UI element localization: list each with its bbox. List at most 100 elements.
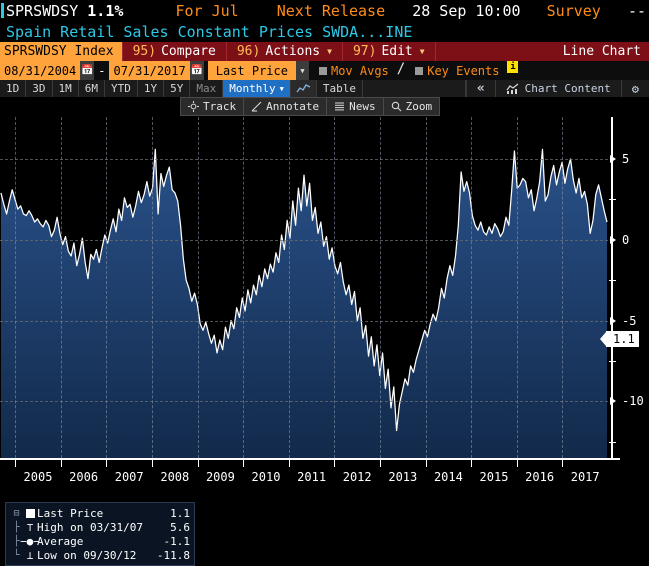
- annotate-button-label: Annotate: [266, 100, 320, 113]
- edit-button-number: 97): [352, 44, 377, 59]
- chevron-down-icon: ▼: [419, 47, 425, 56]
- collapse-button[interactable]: «: [465, 80, 495, 97]
- x-axis-tick: [15, 458, 17, 467]
- edit-button-label: Edit: [381, 44, 413, 59]
- compare-button-label: Compare: [161, 44, 216, 59]
- header-for-label: For Jul: [175, 2, 239, 20]
- news-button[interactable]: News: [327, 98, 384, 115]
- legend-value: -1.1: [163, 534, 191, 548]
- info-icon[interactable]: i: [507, 61, 519, 73]
- header-survey-label: Survey: [546, 2, 601, 20]
- option-bar: 08/31/2004 📅 - 07/31/2017 📅 Last Price ▼…: [0, 61, 649, 80]
- x-axis-label: 2010: [251, 470, 281, 484]
- x-axis-tick: [380, 458, 381, 467]
- x-axis-tick: [152, 458, 153, 467]
- legend-row: ├ ⊤ High on 03/31/07 5.6: [10, 520, 190, 534]
- period-button-3d[interactable]: 3D: [26, 80, 53, 97]
- legend-value: -11.8: [156, 548, 190, 562]
- x-axis-label: 2008: [160, 470, 190, 484]
- actions-button-label: Actions: [265, 44, 321, 59]
- x-axis-label: 2007: [114, 470, 144, 484]
- header-ticker: SPRSWDSY: [6, 2, 79, 20]
- chart-legend[interactable]: ⊟ Last Price 1.1 ├ ⊤ High on 03/31/07 5.…: [5, 502, 195, 566]
- x-axis-tick: [516, 458, 518, 467]
- function-bar: SPRSWDSY Index 95) Compare 96) Actions ▼…: [0, 42, 649, 61]
- gridline-vertical: [243, 117, 245, 458]
- y-axis-minor-tick: [609, 361, 616, 363]
- checkbox-icon: [318, 66, 327, 75]
- last-price-tag: 1.1: [606, 331, 639, 348]
- x-axis-tick: [425, 458, 427, 467]
- trendline-icon[interactable]: /: [396, 61, 406, 77]
- x-axis-label: 2009: [205, 470, 235, 484]
- mov-avgs-checkbox[interactable]: Mov Avgs: [318, 61, 389, 80]
- period-button-1y[interactable]: 1Y: [138, 80, 165, 97]
- period-button-max[interactable]: Max: [190, 80, 224, 97]
- ticker-input[interactable]: SPRSWDSY Index: [0, 42, 122, 61]
- gridline-vertical: [380, 117, 381, 458]
- y-axis-tick: [610, 155, 616, 164]
- zoom-button[interactable]: Zoom: [384, 98, 440, 115]
- mov-avgs-label: Mov Avgs: [330, 63, 389, 78]
- chart-tools-toolbar: Track Annotate News Zoom: [180, 97, 441, 116]
- key-events-label: Key Events: [427, 63, 500, 78]
- x-axis-tick: [562, 458, 564, 467]
- x-axis-label: 2016: [525, 470, 555, 484]
- chart-content-button[interactable]: Chart Content: [494, 80, 621, 97]
- gridline-vertical: [425, 117, 427, 458]
- y-axis-label: -10: [622, 394, 644, 409]
- interval-select-label: Monthly: [229, 82, 276, 95]
- gridline-vertical: [562, 117, 564, 458]
- date-from-input[interactable]: 08/31/2004: [0, 61, 81, 80]
- chart-content-icon: [506, 83, 519, 94]
- gridline-vertical: [106, 117, 108, 458]
- actions-button[interactable]: 96) Actions ▼: [225, 42, 342, 61]
- period-button-6m[interactable]: 6M: [79, 80, 105, 97]
- track-button-label: Track: [203, 100, 237, 113]
- price-field-select[interactable]: Last Price: [207, 61, 296, 80]
- legend-label: Low on 09/30/12: [37, 548, 137, 562]
- gridline-vertical: [471, 117, 473, 458]
- track-button[interactable]: Track: [181, 98, 245, 115]
- high-marker-icon: ⊤: [26, 520, 34, 534]
- x-axis-label: 2012: [342, 470, 372, 484]
- header-quote-line: SPRSWDSY 1.1% For Jul Next Release 28 Se…: [0, 1, 649, 22]
- legend-value: 1.1: [170, 506, 190, 520]
- x-axis-label: 2013: [388, 470, 418, 484]
- table-button[interactable]: Table: [317, 80, 363, 97]
- date-to-input[interactable]: 07/31/2017: [109, 61, 190, 80]
- collapse-icon: «: [476, 81, 485, 96]
- x-axis-label: 2014: [433, 470, 463, 484]
- gridline-vertical: [334, 117, 336, 458]
- x-axis-label: 2011: [297, 470, 327, 484]
- chart-area[interactable]: 5 0 -5 -10 1.1 ⊟ Last Price 1.1 ├ ⊤ High on…: [0, 117, 649, 566]
- header-accent-bar: [1, 3, 4, 18]
- period-button-5y[interactable]: 5Y: [164, 80, 191, 97]
- key-events-checkbox[interactable]: Key Events: [415, 61, 499, 80]
- edit-button[interactable]: 97) Edit ▼: [341, 42, 435, 61]
- period-button-1m[interactable]: 1M: [53, 80, 79, 97]
- chevron-down-icon[interactable]: ▼: [295, 61, 309, 80]
- annotate-button[interactable]: Annotate: [244, 98, 328, 115]
- legend-label: Average: [37, 534, 84, 548]
- y-axis-minor-tick: [609, 199, 616, 201]
- period-button-1d[interactable]: 1D: [0, 80, 27, 97]
- settings-button[interactable]: ⚙: [620, 80, 649, 97]
- period-bar-spacer: [363, 80, 466, 97]
- security-header: SPRSWDSY 1.1% For Jul Next Release 28 Se…: [0, 0, 649, 42]
- line-chart-icon[interactable]: [290, 80, 317, 97]
- compare-button[interactable]: 95) Compare: [121, 42, 226, 61]
- price-line: [0, 148, 608, 432]
- tree-collapse-icon[interactable]: ⊟: [13, 507, 20, 519]
- x-axis-tick: [288, 458, 290, 467]
- calendar-icon[interactable]: 📅: [80, 61, 95, 80]
- plot-region[interactable]: [0, 117, 608, 458]
- y-axis-tick: [610, 316, 616, 325]
- period-button-ytd[interactable]: YTD: [105, 80, 138, 97]
- calendar-icon[interactable]: 📅: [189, 61, 204, 80]
- interval-select[interactable]: Monthly ▼: [223, 80, 291, 97]
- period-bar: 1D 3D 1M 6M YTD 1Y 5Y Max Monthly ▼ Tabl…: [0, 80, 649, 98]
- header-value: 1.1%: [87, 2, 124, 20]
- y-axis-minor-tick: [609, 280, 616, 282]
- header-survey-value: --: [627, 2, 646, 20]
